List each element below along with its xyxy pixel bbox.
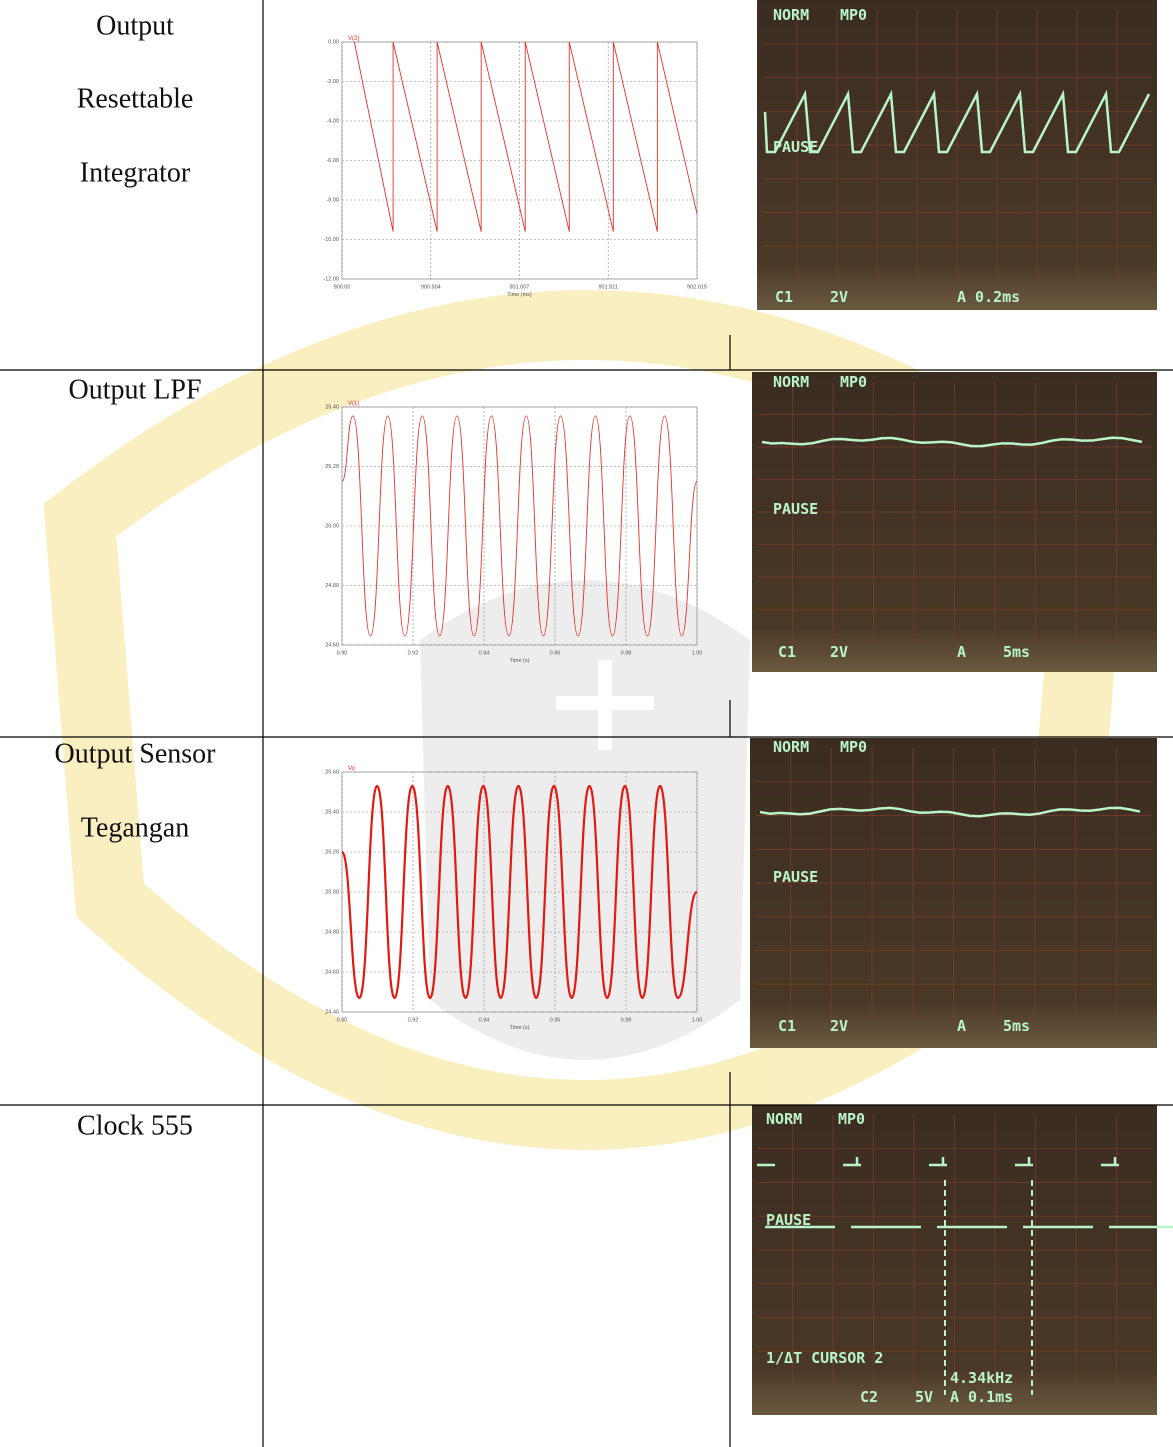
series-line <box>341 415 698 637</box>
series-label: V(1) <box>348 401 359 407</box>
x-tick-label: 1.00 <box>692 650 703 656</box>
x-tick-label: 0.92 <box>408 1017 419 1023</box>
x-tick-label: 0.96 <box>550 650 561 656</box>
sim-chart: 25.60 25.40 25.20 25.00 24.80 24.60 24.40 0.90 0… <box>325 766 702 1031</box>
oscilloscope-photo: NORM MP0 PAUSE 1/ΔT CURSOR 2 4.34kHz C2 5V A 0.… <box>752 1105 1173 1415</box>
series-label: Vo <box>348 766 356 772</box>
scope-text: 2V <box>830 288 848 306</box>
x-axis-label: Time (s) <box>510 658 530 664</box>
scope-text: 2V <box>830 643 848 661</box>
scope-text: A 0.1ms <box>950 1388 1013 1406</box>
y-tick-label: 24.40 <box>325 1009 339 1015</box>
scope-text: A <box>957 1017 966 1035</box>
row-label: Clock 555 <box>77 1110 193 1141</box>
x-tick-label: 900.00 <box>334 284 351 290</box>
scope-text: C1 <box>778 1017 796 1035</box>
scope-text: C1 <box>778 643 796 661</box>
y-tick-label: 25.20 <box>325 464 339 470</box>
oscilloscope-photo: NORM MP0 PAUSE C1 2V A 5ms <box>750 738 1157 1048</box>
scope-text: NORM <box>773 373 809 391</box>
scope-text: PAUSE <box>766 1211 811 1229</box>
x-axis-label: Time (ms) <box>507 292 532 298</box>
y-tick-label: -10.00 <box>323 237 339 243</box>
scope-text: NORM <box>773 6 809 24</box>
y-tick-label: -8.00 <box>326 197 339 203</box>
y-tick-label: 24.60 <box>325 969 339 975</box>
y-tick-label: 24.60 <box>325 642 339 648</box>
y-tick-label: 24.80 <box>325 583 339 589</box>
scope-text: 2V <box>830 1017 848 1035</box>
scope-text: PAUSE <box>773 138 818 156</box>
scope-text: MP0 <box>840 6 867 24</box>
row-label: Tegangan <box>81 812 189 843</box>
x-axis-label: Time (s) <box>510 1025 530 1031</box>
x-tick-label: 0.94 <box>479 1017 490 1023</box>
x-tick-label: 0.98 <box>621 1017 632 1023</box>
oscilloscope-photo: NORM MP0 PAUSE C1 2V A 0.2ms <box>757 0 1157 310</box>
scope-text: PAUSE <box>773 500 818 518</box>
scope-text: C2 <box>860 1388 878 1406</box>
x-tick-label: 0.92 <box>408 650 419 656</box>
series-line <box>353 41 698 232</box>
scope-trace <box>761 436 1143 448</box>
scope-text: 5ms <box>1003 1017 1030 1035</box>
x-tick-label: 0.90 <box>337 1017 348 1023</box>
x-tick-label: 0.90 <box>337 650 348 656</box>
y-tick-label: 25.40 <box>325 404 339 410</box>
row-label: Output Sensor <box>55 738 217 769</box>
y-tick-label: -6.00 <box>326 158 339 164</box>
row-label: Output <box>96 10 174 41</box>
sim-chart: 25.40 25.20 25.00 24.80 24.60 0.90 0.92 0.94 0.9… <box>325 401 702 664</box>
scope-text: MP0 <box>838 1110 865 1128</box>
y-tick-label: 0.00 <box>328 39 339 45</box>
scope-text: NORM <box>773 738 809 756</box>
y-tick-label: 25.00 <box>325 889 339 895</box>
scope-text: MP0 <box>840 373 867 391</box>
y-tick-label: -2.00 <box>326 79 339 85</box>
sim-chart: 0.00 -2.00 -4.00 -6.00 -8.00 -10.00 -12.00 900.… <box>323 36 707 298</box>
y-tick-label: 25.00 <box>325 523 339 529</box>
x-tick-label: 0.96 <box>550 1017 561 1023</box>
y-tick-label: -4.00 <box>326 118 339 124</box>
scope-text: 4.34kHz <box>950 1369 1013 1387</box>
scope-text: 5ms <box>1003 643 1030 661</box>
y-tick-label: 25.60 <box>325 769 339 775</box>
x-tick-label: 0.98 <box>621 650 632 656</box>
scope-trace <box>763 89 1151 154</box>
row-label: Integrator <box>80 157 191 188</box>
x-tick-label: 901.511 <box>598 284 617 290</box>
y-tick-label: 25.40 <box>325 809 339 815</box>
scope-text: C1 <box>775 288 793 306</box>
x-tick-label: 900.504 <box>421 284 441 290</box>
scope-trace <box>759 806 1141 818</box>
scope-text: PAUSE <box>773 868 818 886</box>
watermark-cross <box>556 696 654 710</box>
y-tick-label: 24.80 <box>325 929 339 935</box>
scope-text: 1/ΔT CURSOR 2 <box>766 1349 883 1367</box>
scope-trace <box>757 1157 1173 1229</box>
oscilloscope-photo: NORM MP0 PAUSE C1 2V A 5ms <box>752 372 1157 672</box>
x-tick-label: 1.00 <box>692 1017 703 1023</box>
scope-text: A 0.2ms <box>957 288 1020 306</box>
y-tick-label: -12.00 <box>323 276 339 282</box>
scope-text: MP0 <box>840 738 867 756</box>
scope-text: NORM <box>766 1110 802 1128</box>
x-tick-label: 0.94 <box>479 650 490 656</box>
series-label: V(2) <box>348 36 359 42</box>
x-tick-label: 902.015 <box>687 284 707 290</box>
row-label: Output LPF <box>68 374 201 405</box>
scope-text: 5V <box>915 1388 933 1406</box>
scope-text: A <box>957 643 966 661</box>
watermark-cross <box>598 660 612 750</box>
y-tick-label: 25.20 <box>325 849 339 855</box>
row-label: Resettable <box>77 83 194 114</box>
series-line <box>340 784 699 1000</box>
x-tick-label: 901.007 <box>509 284 529 290</box>
